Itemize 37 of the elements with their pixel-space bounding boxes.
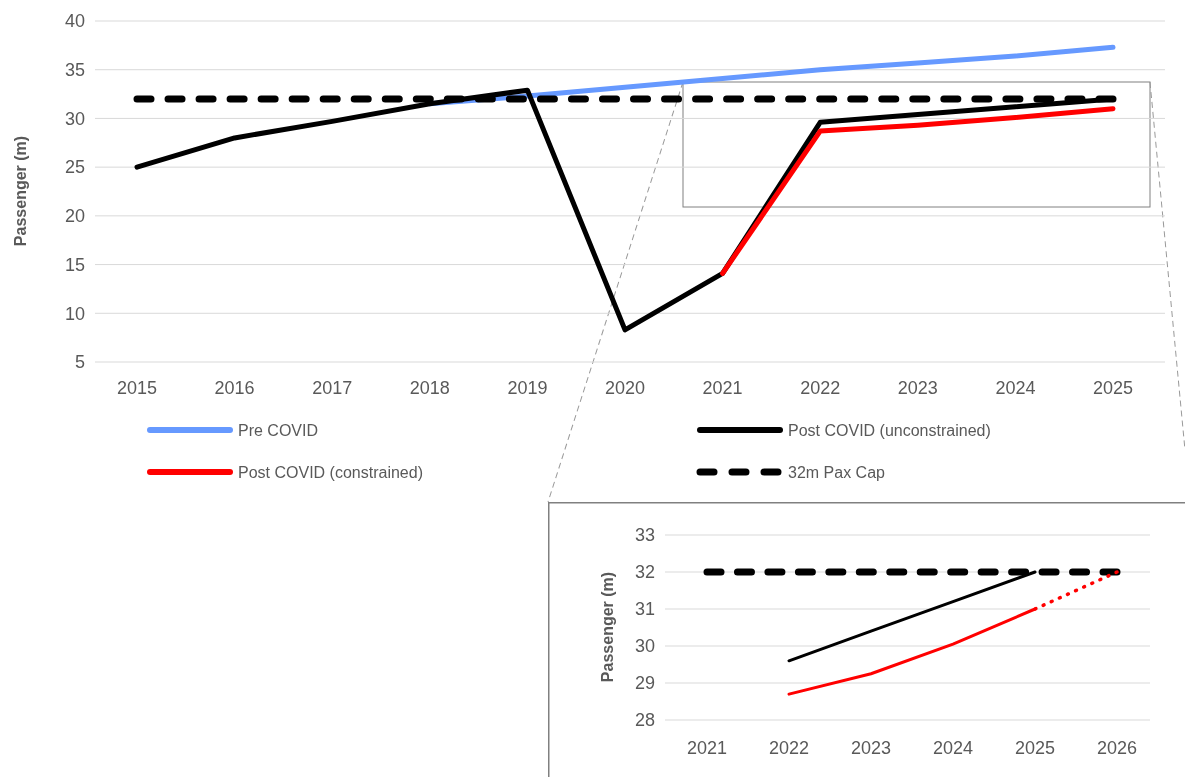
x-tick-label: 2022 (800, 378, 841, 398)
y-tick-label: 15 (64, 254, 85, 275)
y-tick-label: 30 (64, 108, 85, 129)
y-tick-label: 31 (634, 599, 655, 620)
x-tick-label: 2021 (702, 378, 743, 398)
x-tick-label: 2019 (507, 378, 548, 398)
y-tick-label: 32 (634, 562, 655, 583)
y-tick-label: 35 (64, 60, 85, 81)
legend-label: Post COVID (unconstrained) (788, 421, 991, 439)
y-tick-label: 5 (74, 352, 85, 373)
y-tick-label: 33 (634, 525, 655, 546)
y-tick-label: 28 (634, 710, 655, 731)
y-tick-label: 40 (64, 11, 85, 32)
x-tick-label: 2016 (214, 378, 255, 398)
x-tick-label: 2017 (312, 378, 353, 398)
y-axis-title: Passenger (m) (11, 135, 29, 247)
legend-label: Pre COVID (238, 421, 319, 439)
y-tick-label: 10 (64, 303, 85, 324)
y-axis-title: Passenger (m) (598, 571, 616, 683)
x-tick-label: 2025 (1092, 378, 1134, 398)
x-tick-label: 2020 (604, 378, 646, 398)
y-tick-label: 20 (64, 206, 85, 227)
x-tick-label: 2022 (768, 738, 810, 758)
x-tick-label: 2018 (409, 378, 450, 398)
x-tick-label: 2025 (1014, 738, 1056, 758)
x-tick-label: 2015 (116, 378, 158, 398)
x-tick-label: 2023 (850, 738, 892, 758)
y-tick-label: 29 (634, 673, 655, 694)
y-tick-label: 25 (64, 157, 85, 178)
x-tick-label: 2024 (932, 738, 974, 758)
x-tick-label: 2026 (1096, 738, 1138, 758)
x-tick-label: 2023 (897, 378, 938, 398)
x-tick-label: 2024 (995, 378, 1036, 398)
legend-label: Post COVID (constrained) (238, 463, 423, 481)
y-tick-label: 30 (634, 636, 655, 657)
x-tick-label: 2021 (686, 738, 728, 758)
legend-label: 32m Pax Cap (788, 463, 886, 481)
